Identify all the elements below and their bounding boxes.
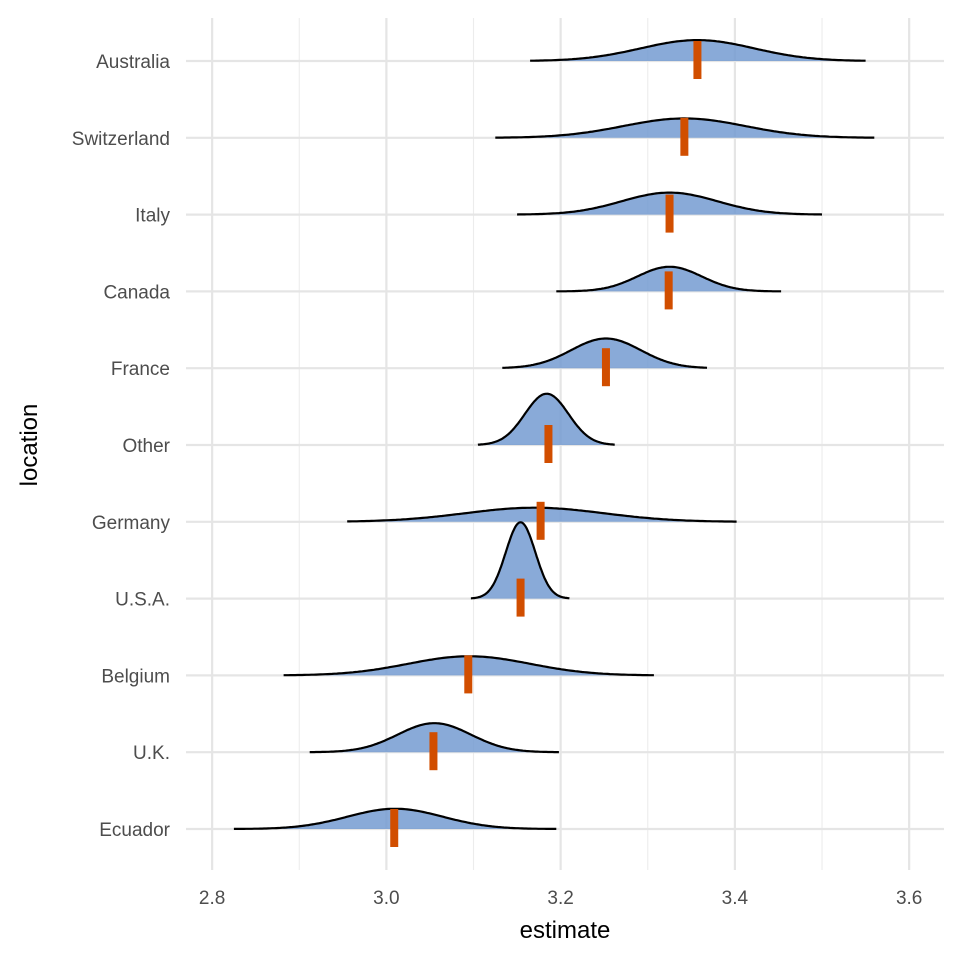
- density-outline: [530, 39, 866, 62]
- estimate-marker-france: [601, 348, 610, 387]
- y-tick-label-other: Other: [122, 436, 170, 457]
- estimate-marker-ecuador: [390, 809, 399, 847]
- estimate-marker-u-k: [429, 732, 438, 771]
- y-tick-label-u-s-a: U.S.A.: [115, 590, 170, 611]
- ridge-other: [477, 392, 615, 446]
- y-tick-label-australia: Australia: [96, 52, 170, 73]
- estimate-marker-switzerland: [680, 117, 689, 156]
- y-axis-title: location: [16, 404, 43, 487]
- estimate-marker-germany: [536, 501, 545, 540]
- density-outline: [309, 722, 559, 754]
- y-tick-label-germany: Germany: [92, 513, 171, 534]
- density-outline: [470, 521, 570, 600]
- estimate-marker-belgium: [464, 655, 473, 694]
- density-outline: [556, 265, 782, 293]
- estimate-marker-u-s-a: [516, 578, 525, 617]
- density-outline: [233, 807, 557, 830]
- y-tick-label-switzerland: Switzerland: [72, 129, 170, 150]
- y-tick-label-france: France: [111, 359, 170, 380]
- estimate-markers: [390, 41, 702, 847]
- y-tick-label-italy: Italy: [135, 206, 170, 227]
- ridge-u-s-a: [470, 521, 570, 600]
- density-outline: [502, 337, 708, 369]
- estimate-marker-australia: [693, 41, 702, 79]
- y-tick-label-canada: Canada: [103, 282, 170, 303]
- x-tick-label: 2.8: [199, 888, 225, 909]
- density-outline: [477, 392, 615, 446]
- x-tick-label: 3.4: [722, 888, 749, 909]
- estimate-marker-italy: [665, 194, 674, 233]
- y-tick-label-belgium: Belgium: [101, 666, 170, 687]
- y-tick-labels: Australia Switzerland Italy Canada France Oth…: [72, 52, 171, 841]
- x-tick-label: 3.6: [896, 888, 922, 909]
- y-tick-label-u-k: U.K.: [133, 743, 170, 764]
- estimate-marker-other: [544, 425, 553, 463]
- x-axis-title: estimate: [520, 917, 611, 944]
- x-tick-label: 3.0: [373, 888, 399, 909]
- x-tick-labels: 2.8 3.0 3.2 3.4 3.6: [199, 888, 922, 909]
- x-tick-label: 3.2: [547, 888, 573, 909]
- estimate-marker-canada: [664, 271, 673, 310]
- density-area: [477, 393, 615, 445]
- density-outline: [517, 191, 823, 216]
- density-ridges: [233, 39, 875, 830]
- y-tick-label-ecuador: Ecuador: [99, 820, 170, 841]
